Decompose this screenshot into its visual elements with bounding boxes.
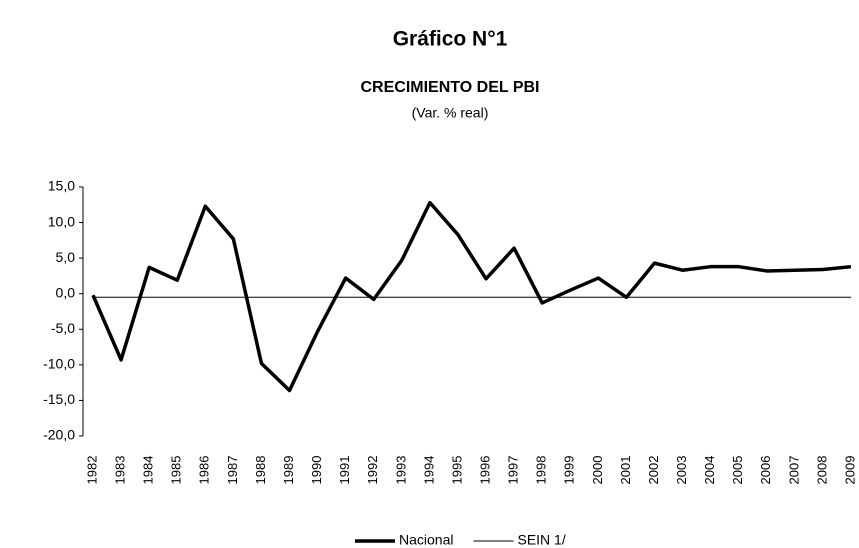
x-tick-label: 2009 <box>842 456 857 485</box>
x-tick-label: 1983 <box>113 456 128 485</box>
x-tick-label: 2007 <box>786 456 801 485</box>
x-tick-label: 2008 <box>814 456 829 485</box>
x-tick-label: 2000 <box>590 456 605 485</box>
x-tick-label: 1993 <box>393 456 408 485</box>
x-tick-label: 1989 <box>281 456 296 485</box>
x-tick-label: 2001 <box>618 456 633 485</box>
x-tick-label: 1986 <box>197 456 212 485</box>
chart-subtitle: CRECIMIENTO DEL PBI <box>361 79 540 96</box>
x-tick-label: 1995 <box>449 456 464 485</box>
x-tick-label: 1997 <box>506 456 521 485</box>
x-tick-label: 1999 <box>562 456 577 485</box>
y-tick-label: -15,0 <box>43 391 75 407</box>
y-tick-label: -20,0 <box>43 427 75 443</box>
unit-note: (Var. % real) <box>412 105 489 121</box>
x-tick-label: 1982 <box>84 456 99 485</box>
legend-label: SEIN 1/ <box>517 532 565 548</box>
x-tick-label: 2003 <box>674 456 689 485</box>
y-tick-label: -5,0 <box>51 320 75 336</box>
x-tick-label: 2006 <box>758 456 773 485</box>
x-tick-label: 2004 <box>702 456 717 485</box>
x-tick-label: 2005 <box>730 456 745 485</box>
legend-label: Nacional <box>399 532 453 548</box>
y-tick-label: 15,0 <box>48 178 75 194</box>
x-tick-label: 1992 <box>365 456 380 485</box>
chart-title: Gráfico N°1 <box>393 28 508 51</box>
y-tick-label: 10,0 <box>48 213 75 229</box>
y-tick-label: 0,0 <box>56 284 76 300</box>
line-series <box>91 200 852 393</box>
x-tick-label: 1984 <box>141 456 156 485</box>
x-tick-label: 1991 <box>337 456 352 485</box>
x-tick-label: 2002 <box>646 456 661 485</box>
x-tick-label: 1985 <box>169 456 184 485</box>
y-tick-label: -10,0 <box>43 356 75 372</box>
x-tick-label: 1996 <box>477 456 492 485</box>
y-tick-label: 5,0 <box>56 249 76 265</box>
x-tick-label: 1990 <box>309 456 324 485</box>
x-tick-label: 1988 <box>253 456 268 485</box>
x-tick-label: 1998 <box>534 456 549 485</box>
x-tick-label: 1994 <box>421 456 436 485</box>
x-tick-label: 1987 <box>225 456 240 485</box>
